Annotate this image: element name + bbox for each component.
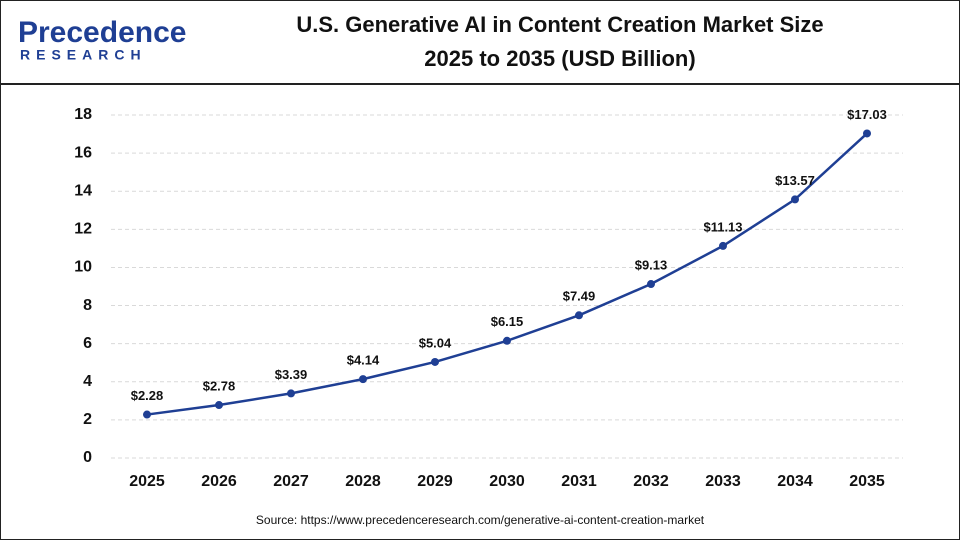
x-tick-label: 2026 xyxy=(201,473,237,490)
point xyxy=(143,410,151,419)
value-label: $4.14 xyxy=(347,353,380,368)
point xyxy=(287,389,295,398)
chart-subtitle: 2025 to 2035 (USD Billion) xyxy=(424,46,695,71)
value-label: $9.13 xyxy=(635,257,668,272)
y-tick-label: 8 xyxy=(83,297,92,314)
value-label: $17.03 xyxy=(847,107,887,122)
y-tick-label: 16 xyxy=(74,144,92,161)
point xyxy=(647,280,655,289)
point xyxy=(215,401,223,410)
x-tick-label: 2030 xyxy=(489,473,525,490)
chart-title: U.S. Generative AI in Content Creation M… xyxy=(296,12,823,37)
value-label: $11.13 xyxy=(703,219,742,234)
x-tick-label: 2035 xyxy=(849,473,885,490)
value-label: $2.28 xyxy=(131,388,164,403)
x-tick-label: 2027 xyxy=(273,473,309,490)
y-tick-label: 0 xyxy=(83,449,92,466)
point xyxy=(359,375,367,384)
point xyxy=(863,129,871,138)
point xyxy=(431,357,439,366)
x-tick-label: 2031 xyxy=(561,473,597,490)
y-tick-label: 4 xyxy=(83,373,92,390)
x-tick-label: 2025 xyxy=(129,473,165,490)
point xyxy=(503,336,511,345)
value-label: $13.57 xyxy=(775,173,815,188)
value-label: $3.39 xyxy=(275,367,308,382)
y-tick-label: 2 xyxy=(83,411,92,428)
x-tick-label: 2028 xyxy=(345,473,381,490)
y-tick-label: 6 xyxy=(83,335,92,352)
logo-name: Precedence xyxy=(18,16,186,49)
x-tick-label: 2032 xyxy=(633,473,669,490)
value-label: $2.78 xyxy=(203,378,236,393)
y-tick-label: 10 xyxy=(74,259,92,276)
y-tick-label: 14 xyxy=(74,182,92,199)
x-tick-label: 2029 xyxy=(417,473,453,490)
value-label: $5.04 xyxy=(419,335,452,350)
y-tick-label: 18 xyxy=(74,106,92,123)
value-label: $7.49 xyxy=(563,289,596,304)
value-label: $6.15 xyxy=(491,314,524,329)
point xyxy=(791,195,799,204)
x-tick-label: 2033 xyxy=(705,473,741,490)
logo-tagline: RESEARCH xyxy=(20,47,147,63)
source: Source: https://www.precedenceresearch.c… xyxy=(256,513,705,527)
x-tick-label: 2034 xyxy=(777,473,813,490)
point xyxy=(575,311,583,320)
point xyxy=(719,241,727,250)
y-tick-label: 12 xyxy=(74,221,92,238)
